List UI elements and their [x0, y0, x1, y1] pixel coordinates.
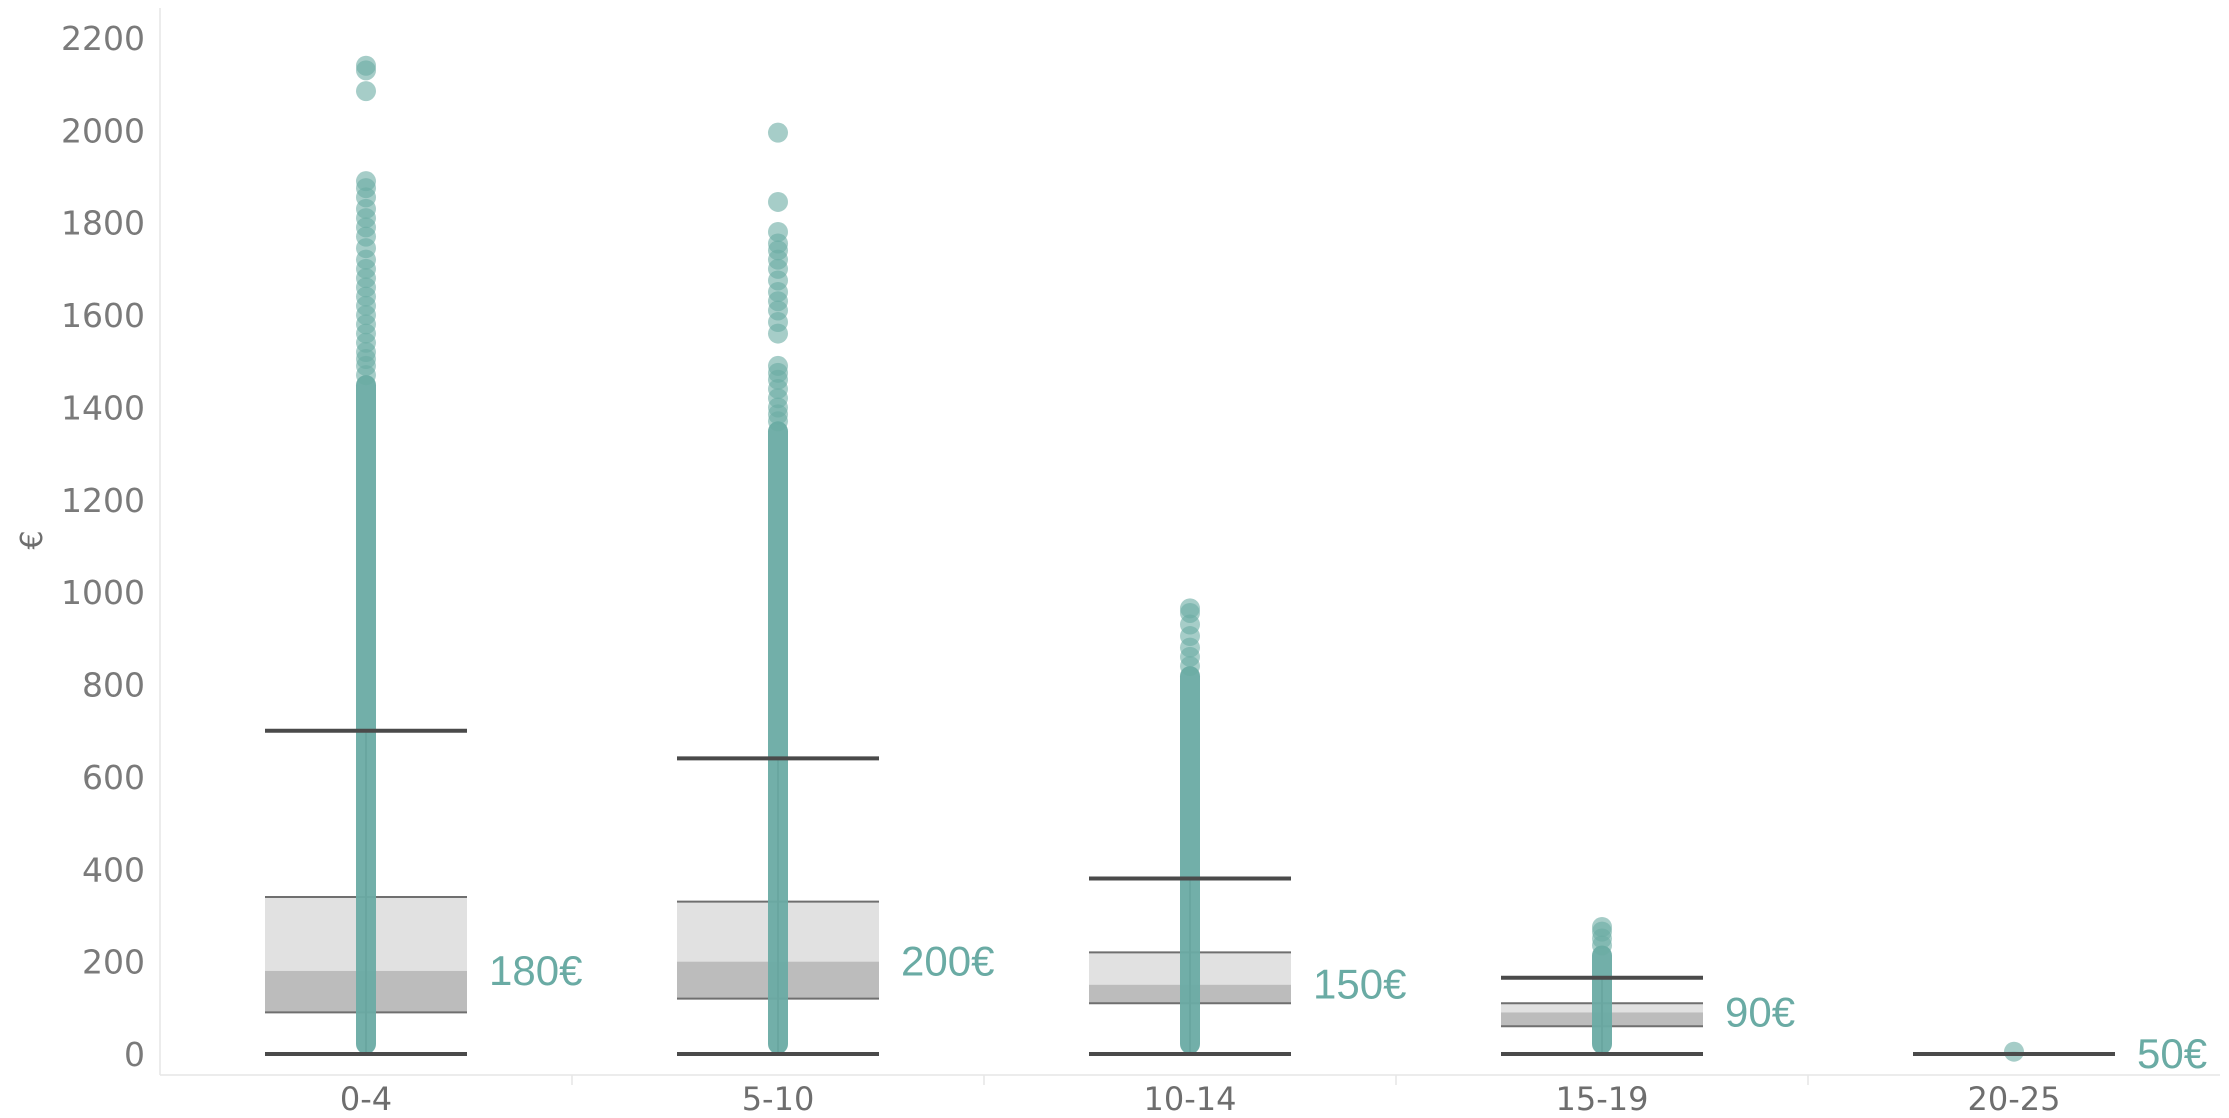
- x-tick-label: 0-4: [340, 1080, 392, 1118]
- box-group: 50€: [1913, 1030, 2207, 1077]
- data-points-column: [356, 375, 376, 1054]
- data-point: [768, 191, 788, 212]
- y-tick-label: 600: [82, 758, 145, 797]
- y-tick-label: 1400: [61, 388, 145, 427]
- data-point: [768, 323, 788, 344]
- x-axis: 0-4 5-10 10-14 15-19 20-25: [160, 1074, 2220, 1118]
- box-group: 180€: [265, 55, 582, 1056]
- data-points-column: [1180, 666, 1200, 1054]
- median-label: 50€: [2137, 1030, 2207, 1077]
- y-axis-label: €: [15, 530, 50, 549]
- data-point: [768, 122, 788, 143]
- x-tick-label: 20-25: [1968, 1080, 2061, 1118]
- y-axis: 0 200 400 600 800 1000 1200 1400 1600 1800 2000 220…: [61, 8, 161, 1075]
- y-tick-label: 200: [82, 943, 145, 982]
- x-tick-label: 10-14: [1144, 1080, 1237, 1118]
- y-tick-label: 2200: [61, 19, 145, 58]
- data-point: [356, 81, 376, 102]
- y-tick-label: 1000: [61, 573, 145, 612]
- median-label: 90€: [1725, 988, 1795, 1035]
- median-label: 150€: [1313, 961, 1406, 1008]
- data-point: [768, 411, 788, 432]
- y-tick-label: 400: [82, 850, 145, 889]
- y-tick-label: 1600: [61, 296, 145, 335]
- data-points-column: [1592, 945, 1612, 1054]
- x-tick-label: 15-19: [1556, 1080, 1649, 1118]
- data-point: [1180, 656, 1200, 677]
- y-tick-label: 0: [124, 1035, 145, 1074]
- median-label: 200€: [901, 938, 994, 985]
- y-tick-label: 2000: [61, 111, 145, 150]
- data-point: [356, 365, 376, 386]
- plot-area: 180€ 200€ 150€ 90€ 50€: [265, 55, 2207, 1077]
- box-group: 200€: [677, 122, 994, 1056]
- data-point: [2004, 1041, 2024, 1062]
- x-tick-label: 5-10: [742, 1080, 815, 1118]
- y-tick-label: 1800: [61, 204, 145, 243]
- box-group: 90€: [1501, 917, 1795, 1056]
- y-tick-label: 1200: [61, 481, 145, 520]
- data-point: [1592, 935, 1612, 956]
- median-label: 180€: [489, 947, 582, 994]
- data-point: [356, 60, 376, 81]
- box-group: 150€: [1089, 598, 1406, 1056]
- data-points-column: [768, 421, 788, 1054]
- y-tick-label: 800: [82, 666, 145, 705]
